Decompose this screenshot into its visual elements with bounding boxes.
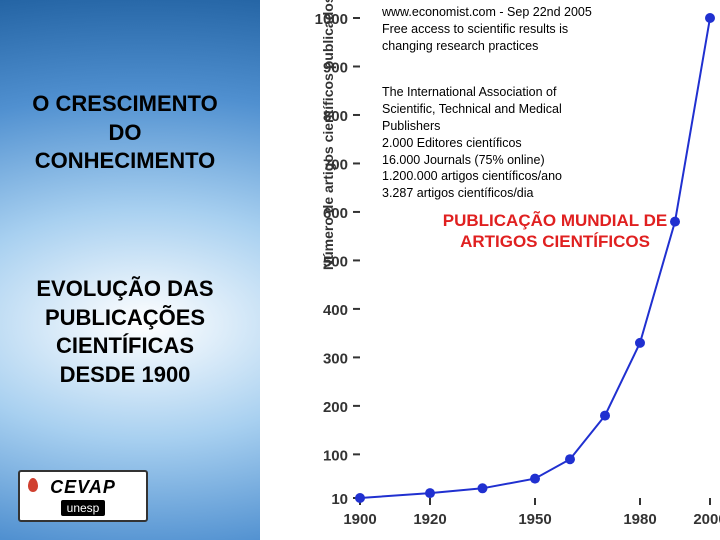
logo-text-bottom: unesp [61,500,106,516]
svg-text:1920: 1920 [413,511,446,528]
title-line: CIENTÍFICAS [0,332,250,361]
title-evolution: EVOLUÇÃO DAS PUBLICAÇÕES CIENTÍFICAS DES… [0,275,250,389]
logo-text-top: CEVAP [50,477,116,498]
svg-text:100: 100 [323,447,348,464]
svg-text:1900: 1900 [343,511,376,528]
text-line: 2.000 Editores científicos [382,135,702,152]
title-line: DO [0,119,250,148]
logo-drop-icon [28,478,38,492]
svg-text:400: 400 [323,302,348,319]
text-line: The International Association of [382,84,702,101]
chart-title: PUBLICAÇÃO MUNDIAL DE ARTIGOS CIENTÍFICO… [395,210,715,253]
svg-text:2000: 2000 [693,511,720,528]
title-line: O CRESCIMENTO [0,90,250,119]
text-line: Free access to scientific results is [382,21,702,38]
title-line: CONHECIMENTO [0,147,250,176]
svg-text:300: 300 [323,350,348,367]
title-line: EVOLUÇÃO DAS [0,275,250,304]
title-line: PUBLICAÇÃO MUNDIAL DE [395,210,715,231]
text-line: changing research practices [382,38,702,55]
title-line: DESDE 1900 [0,361,250,390]
text-line: Publishers [382,118,702,135]
chart-region: 1010020030040050060070080090010001900192… [260,0,720,540]
svg-text:1950: 1950 [518,511,551,528]
association-text: The International Association of Scienti… [382,84,702,202]
svg-text:200: 200 [323,399,348,416]
svg-text:1980: 1980 [623,511,656,528]
text-line: 1.200.000 artigos científicos/ano [382,168,702,185]
title-line: PUBLICAÇÕES [0,304,250,333]
cevap-logo: CEVAP unesp [18,470,148,522]
svg-text:10: 10 [331,491,348,508]
title-growth: O CRESCIMENTO DO CONHECIMENTO [0,90,250,176]
source-text: www.economist.com - Sep 22nd 2005 Free a… [382,4,702,55]
text-line: www.economist.com - Sep 22nd 2005 [382,4,702,21]
left-panel: O CRESCIMENTO DO CONHECIMENTO EVOLUÇÃO D… [0,0,260,540]
text-line: 3.287 artigos científicos/dia [382,185,702,202]
title-line: ARTIGOS CIENTÍFICOS [395,231,715,252]
text-line: Scientific, Technical and Medical [382,101,702,118]
y-axis-label: Número de artigos científicos publicados… [320,0,336,270]
text-line: 16.000 Journals (75% online) [382,152,702,169]
